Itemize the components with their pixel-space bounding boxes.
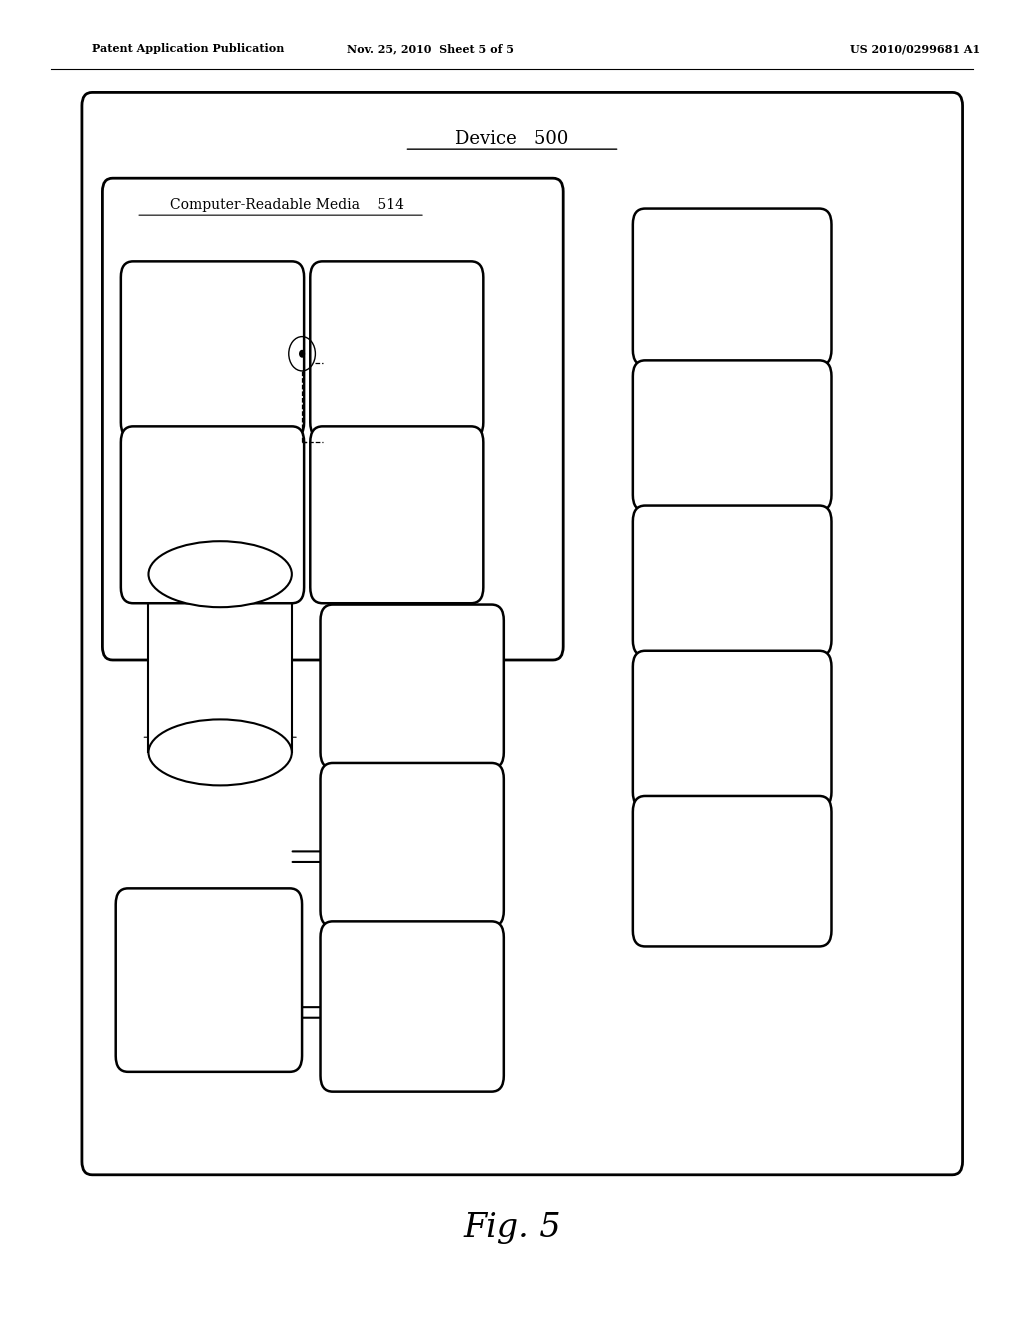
FancyBboxPatch shape	[310, 261, 483, 438]
Text: Input(s): Input(s)	[706, 574, 759, 587]
Text: Audio: Audio	[393, 808, 431, 821]
FancyBboxPatch shape	[633, 651, 831, 808]
Text: Patent Application Publication: Patent Application Publication	[92, 44, 285, 54]
FancyBboxPatch shape	[321, 763, 504, 927]
Polygon shape	[148, 574, 292, 752]
Ellipse shape	[148, 541, 292, 607]
FancyBboxPatch shape	[82, 92, 963, 1175]
Text: Storage: Storage	[194, 599, 247, 611]
Text: System: System	[388, 838, 436, 851]
Text: Manager: Manager	[367, 508, 427, 521]
Text: 516: 516	[208, 715, 232, 727]
Text: 522: 522	[384, 541, 410, 554]
Text: Computer-Readable Media    514: Computer-Readable Media 514	[170, 198, 403, 211]
Text: Device   500: Device 500	[456, 129, 568, 148]
Text: 526: 526	[197, 1008, 221, 1022]
Text: Devices: Devices	[707, 281, 758, 293]
Text: Device: Device	[374, 475, 420, 488]
FancyBboxPatch shape	[633, 796, 831, 946]
Text: Audio / Video: Audio / Video	[164, 939, 254, 952]
Text: 524: 524	[200, 541, 225, 554]
Text: Data: Data	[716, 548, 749, 560]
Text: Processor(s): Processor(s)	[690, 846, 774, 859]
Text: Processing: Processing	[376, 649, 449, 663]
Text: Display: Display	[387, 969, 437, 981]
Text: Device: Device	[710, 403, 755, 414]
FancyBboxPatch shape	[116, 888, 302, 1072]
Text: Input / Output: Input / Output	[161, 974, 257, 986]
Circle shape	[299, 350, 305, 358]
Text: 520: 520	[384, 376, 410, 389]
Text: Communication: Communication	[680, 694, 784, 708]
Ellipse shape	[148, 719, 292, 785]
Text: 518: 518	[200, 376, 225, 389]
FancyBboxPatch shape	[633, 209, 831, 366]
Text: Data: Data	[716, 429, 749, 442]
Text: 528: 528	[399, 869, 425, 882]
Text: & Control: & Control	[379, 680, 445, 693]
Text: Recording: Recording	[178, 475, 247, 488]
Text: Fig. 5: Fig. 5	[463, 1212, 561, 1243]
Text: Scheduler: Scheduler	[178, 508, 247, 521]
FancyBboxPatch shape	[321, 605, 504, 768]
Text: Nov. 25, 2010  Sheet 5 of 5: Nov. 25, 2010 Sheet 5 of 5	[346, 44, 514, 54]
Text: 502: 502	[720, 309, 744, 322]
Text: 530: 530	[399, 1032, 425, 1044]
FancyBboxPatch shape	[102, 178, 563, 660]
Text: 510: 510	[720, 883, 744, 896]
Text: Device: Device	[189, 310, 236, 323]
Text: 508: 508	[720, 751, 744, 764]
Text: 506: 506	[720, 602, 744, 614]
Text: Interface(s): Interface(s)	[693, 723, 771, 735]
FancyBboxPatch shape	[321, 921, 504, 1092]
Text: 504: 504	[720, 457, 744, 469]
Text: US 2010/0299681 A1: US 2010/0299681 A1	[850, 44, 980, 54]
Text: System: System	[388, 1001, 436, 1012]
Text: Applications: Applications	[171, 343, 254, 356]
FancyBboxPatch shape	[121, 426, 304, 603]
FancyBboxPatch shape	[310, 426, 483, 603]
FancyBboxPatch shape	[633, 360, 831, 511]
Text: Operating: Operating	[362, 310, 431, 323]
Text: Media: Media	[199, 657, 242, 669]
Text: 512: 512	[399, 710, 425, 723]
FancyBboxPatch shape	[121, 261, 304, 438]
FancyBboxPatch shape	[633, 506, 831, 656]
Text: Communication: Communication	[680, 252, 784, 265]
Text: System: System	[373, 343, 421, 356]
